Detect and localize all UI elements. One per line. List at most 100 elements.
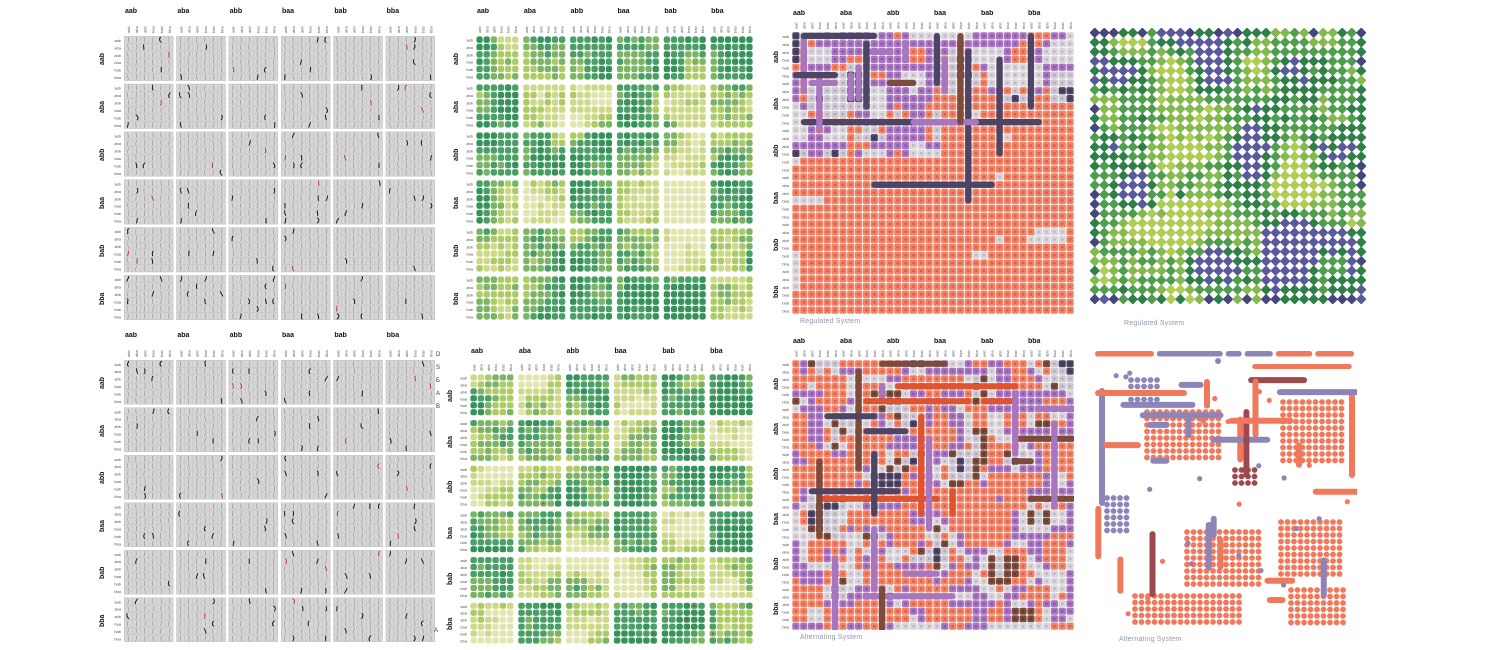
panel-alternating-system-matrix: aab aab aba aba abb abb baa baa bab bab bba bba Alte… — [772, 336, 1074, 650]
column-group-label: aba — [840, 10, 853, 17]
column-group-label: abb — [229, 8, 243, 15]
panel-sparkline-matrix-bottom: aab aab aba aba abb abb baa baa bab bab bba bba — [98, 330, 435, 650]
panel-regulated-system-diamonds: Regulated System — [1090, 28, 1366, 327]
row-group-label: bba — [99, 614, 106, 627]
column-group-label: baa — [934, 338, 947, 345]
column-group-label: aab — [125, 8, 138, 15]
row-group-label: bba — [453, 292, 460, 305]
row-group-label: baa — [453, 196, 460, 209]
column-group-label: baa — [282, 332, 295, 339]
column-group-label: bba — [1028, 10, 1041, 17]
column-group-label: abb — [887, 338, 900, 345]
caption-regulated-system: Regulated System — [1124, 320, 1185, 327]
caption-regulated-system: Regulated System — [800, 318, 861, 325]
row-group-label: abb — [447, 480, 454, 494]
row-group-label: aba — [773, 97, 780, 110]
row-group-label: aab — [773, 377, 780, 390]
panel-regulated-system-matrix-matrix — [772, 8, 1074, 314]
column-group-label: baa — [282, 8, 295, 15]
column-group-label: abb — [566, 348, 580, 355]
row-group-label: bab — [99, 244, 106, 257]
row-group-label: aba — [453, 100, 460, 113]
column-group-label: bab — [334, 332, 347, 339]
row-group-label: aab — [773, 50, 780, 63]
panel-green-matrix-top: aab aab aba aba abb abb baa baa bab bab bba bba — [452, 6, 753, 342]
row-group-label: aba — [99, 424, 106, 437]
row-group-label: baa — [99, 519, 106, 532]
row-group-label: bba — [99, 292, 106, 305]
axis-annotation-bottom-letter: А — [434, 628, 439, 634]
row-group-label: bab — [773, 557, 780, 570]
column-group-label: bab — [981, 10, 994, 17]
caption-alternating-system: Alternating System — [1119, 636, 1182, 643]
column-group-label: bba — [386, 332, 400, 339]
axis-annotation-letter: D — [436, 352, 441, 358]
row-group-label: bab — [773, 238, 780, 251]
row-group-label: aba — [447, 435, 454, 448]
row-group-label: abb — [99, 148, 106, 162]
row-group-label: aba — [773, 422, 780, 435]
row-group-label: bba — [773, 602, 780, 615]
column-group-label: baa — [617, 8, 630, 15]
column-group-label: aab — [793, 10, 806, 17]
column-group-label: aab — [793, 338, 806, 345]
panel-sparkline-matrix-top-matrix — [98, 6, 435, 320]
row-group-label: abb — [773, 467, 780, 480]
row-group-label: aab — [453, 52, 460, 65]
column-group-label: baa — [934, 10, 947, 17]
column-group-label: baa — [614, 348, 627, 355]
panel-regulated-system-diamonds-matrix — [1090, 28, 1366, 304]
column-group-label: aab — [471, 348, 484, 355]
panel-alternating-system-sparse-matrix — [1095, 350, 1357, 632]
column-group-label: aab — [125, 332, 138, 339]
caption-alternating-system: Alternating System — [800, 634, 863, 641]
column-group-label: abb — [887, 10, 900, 17]
column-group-label: aba — [177, 332, 190, 339]
row-group-label: aab — [447, 389, 454, 402]
row-group-label: aab — [99, 377, 106, 390]
row-group-label: abb — [99, 471, 106, 485]
column-group-label: bab — [981, 338, 994, 345]
row-group-label: bba — [773, 285, 780, 298]
axis-annotation-letter: В — [436, 404, 441, 410]
row-group-label: bab — [453, 244, 460, 257]
column-group-label: abb — [229, 332, 243, 339]
column-group-label: bab — [664, 8, 677, 15]
column-group-label: aba — [518, 348, 531, 355]
column-group-label: aba — [523, 8, 536, 15]
column-group-label: bba — [710, 348, 723, 355]
row-group-label: bab — [447, 572, 454, 585]
axis-annotation-letter: А — [436, 391, 441, 397]
row-group-label: baa — [447, 526, 454, 539]
row-group-label: baa — [773, 191, 780, 204]
row-group-label: bba — [447, 617, 454, 631]
panel-regulated-system-matrix: aab aab aba aba abb abb baa baa bab bab bba bba Regu… — [772, 8, 1074, 336]
panel-alternating-system-sparse: Alternating System — [1095, 350, 1357, 650]
row-group-label: aba — [99, 101, 106, 114]
row-group-label: aab — [99, 53, 106, 66]
column-group-label: bab — [662, 348, 675, 355]
panel-sparkline-matrix-top: aab aab aba aba abb abb baa baa bab bab bba bba — [98, 6, 435, 342]
row-group-label: abb — [773, 144, 780, 157]
column-group-label: aba — [840, 338, 853, 345]
row-group-label: baa — [99, 196, 106, 209]
column-group-label: bba — [711, 8, 724, 15]
axis-annotation-letter: S — [436, 365, 441, 371]
axis-annotation-letter: Б — [436, 378, 440, 384]
row-group-label: baa — [773, 512, 780, 525]
column-group-label: abb — [570, 8, 584, 15]
column-group-label: bba — [1028, 338, 1041, 345]
column-group-label: aab — [477, 8, 490, 15]
panel-alternating-system-matrix-matrix — [772, 336, 1074, 630]
row-group-label: abb — [453, 148, 460, 161]
column-group-label: aba — [177, 8, 190, 15]
row-group-label: bab — [99, 566, 106, 580]
panel-green-matrix-bottom-matrix — [446, 346, 753, 644]
column-group-label: bba — [386, 8, 400, 15]
panel-sparkline-matrix-bottom-matrix — [98, 330, 435, 642]
panel-green-matrix-top-matrix — [452, 6, 753, 320]
panel-green-matrix-bottom: aab aab aba aba abb abb baa baa bab bab bba bba — [446, 346, 753, 650]
column-group-label: bab — [334, 8, 347, 15]
